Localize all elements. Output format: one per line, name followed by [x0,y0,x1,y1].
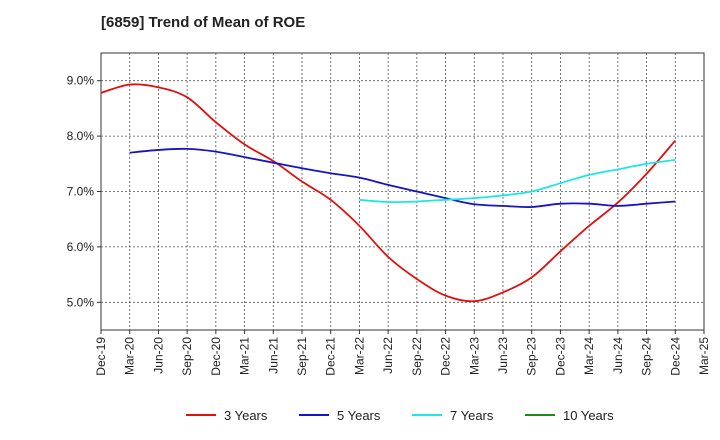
series-lines [100,83,676,303]
x-tick-label: Jun-24 [611,337,625,374]
x-tick-label: Mar-22 [352,337,366,375]
x-tick-label: Sep-23 [525,337,539,376]
x-tick-label: Mar-24 [582,337,596,375]
x-tick-label: Sep-24 [640,337,654,376]
y-tick-label: 8.0% [67,129,95,143]
x-tick-label: Mar-20 [123,337,137,375]
y-tick-label: 5.0% [67,295,95,309]
x-tick-label: Mar-25 [697,337,711,375]
x-tick-label: Dec-20 [209,337,223,376]
x-tick-label: Jun-20 [151,337,165,374]
x-tick-label: Dec-19 [94,337,108,376]
legend-label-5-years: 5 Years [337,408,381,423]
x-tick-label: Dec-24 [668,337,682,376]
series-line-7-years [359,159,676,204]
x-tick-label: Mar-23 [467,337,481,375]
x-tick-label: Sep-22 [410,337,424,376]
x-tick-label: Jun-22 [381,337,395,374]
legend-label-10-years: 10 Years [563,408,614,423]
series-line-3-years [100,83,676,303]
series-line-5-years [129,147,676,208]
y-tick-label: 6.0% [67,240,95,254]
grid-lines [101,53,704,330]
x-tick-label: Dec-22 [439,337,453,376]
x-tick-label: Jun-23 [496,337,510,374]
y-axis-ticks: 5.0% 6.0% 7.0% 8.0% 9.0% [67,74,101,309]
x-axis-ticks: Dec-19 Mar-20 Jun-20 Sep-20 Dec-20 Mar-21 Jun-… [94,330,711,376]
x-tick-label: Dec-21 [324,337,338,376]
y-tick-label: 7.0% [67,185,95,199]
x-tick-label: Sep-20 [180,337,194,376]
x-tick-label: Mar-21 [238,337,252,375]
chart-title: [6859] Trend of Mean of ROE [101,14,306,31]
legend: 3 Years 5 Years 7 Years 10 Years [186,408,614,423]
x-tick-label: Sep-21 [295,337,309,376]
x-tick-label: Jun-21 [266,337,280,374]
legend-label-3-years: 3 Years [224,408,268,423]
legend-label-7-years: 7 Years [450,408,494,423]
y-tick-label: 9.0% [67,74,95,88]
x-tick-label: Dec-23 [553,337,567,376]
